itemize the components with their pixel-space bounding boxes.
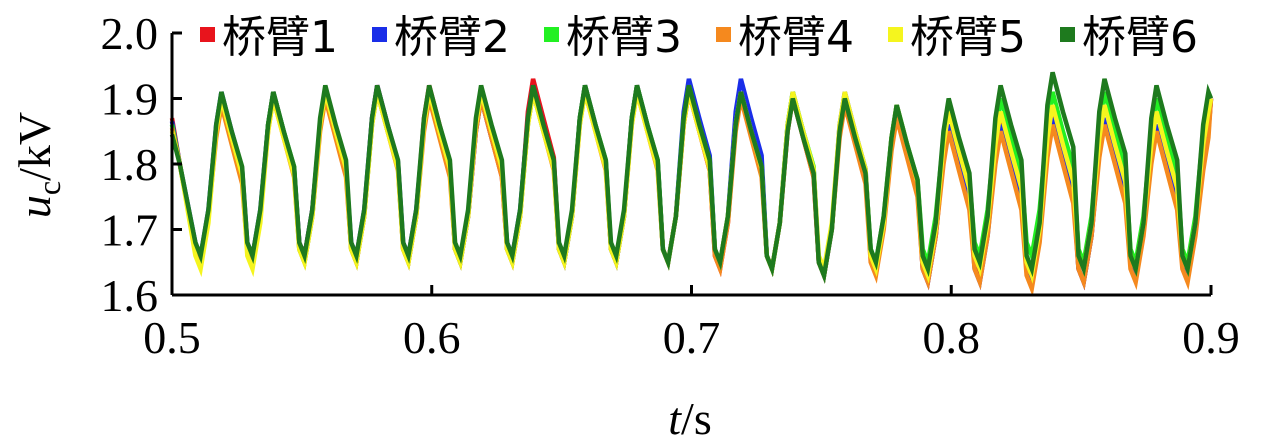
legend-label-2: 桥臂2: [394, 12, 510, 63]
y-axis-title-italic: u: [9, 195, 60, 218]
legend-swatch-2: [372, 27, 387, 42]
legend-swatch-1: [200, 27, 215, 42]
y-axis-title-subscript: c: [31, 181, 67, 195]
y-axis-title-unit: /kV: [9, 112, 60, 181]
series-line-6: [169, 71, 1214, 284]
legend-label-6: 桥臂6: [1082, 12, 1198, 63]
legend-swatch-5: [888, 27, 903, 42]
y-axis-title: uc/kV: [9, 112, 67, 218]
y-tick-label: 2.0: [101, 8, 159, 59]
x-tick-label: 0.8: [923, 312, 981, 363]
legend-label-3: 桥臂3: [566, 12, 682, 63]
x-tick-label: 0.7: [663, 312, 721, 363]
axes-layer: 0.5 0.6 0.7 0.8 0.9 1.6 1.7 1.8 1.9 2.0: [101, 8, 1240, 363]
legend-label-1: 桥臂1: [222, 12, 338, 63]
x-tick-label: 0.5: [143, 312, 201, 363]
y-tick-label: 1.9: [101, 74, 159, 125]
legend-label-4: 桥臂4: [738, 12, 854, 63]
y-tick-label: 1.8: [101, 139, 159, 190]
legend-swatch-6: [1060, 27, 1075, 42]
y-tick-label: 1.6: [101, 270, 159, 321]
x-tick-label: 0.6: [403, 312, 461, 363]
x-tick-label: 0.9: [1182, 312, 1240, 363]
x-axis-title-unit: /s: [681, 393, 712, 444]
series-layer: [169, 71, 1214, 297]
legend: 桥臂1 桥臂2 桥臂3 桥臂4 桥臂5 桥臂6: [200, 12, 1198, 63]
x-axis-title-italic: t: [668, 393, 682, 444]
y-tick-label: 1.7: [101, 205, 159, 256]
legend-swatch-4: [716, 27, 731, 42]
legend-label-5: 桥臂5: [910, 12, 1026, 63]
legend-swatch-3: [544, 27, 559, 42]
x-axis-title: t/s: [668, 393, 711, 444]
